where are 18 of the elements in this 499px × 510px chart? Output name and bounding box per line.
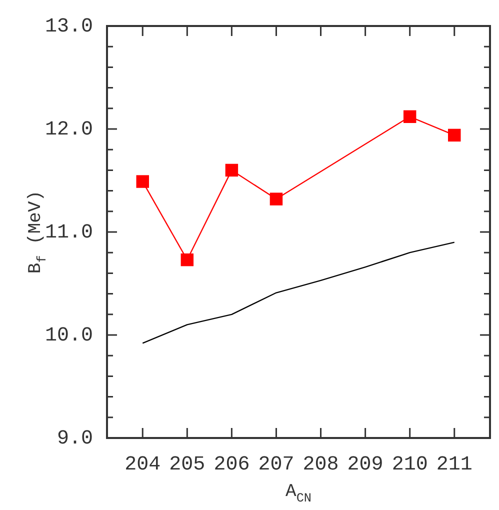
y-tick-label: 9.0 [56, 427, 93, 450]
point [180, 253, 194, 266]
y-tick-label: 12.0 [44, 118, 93, 142]
x-tick-label: 207 [258, 453, 294, 476]
x-tick-label: 204 [124, 453, 161, 476]
y-tick-label: 10.0 [44, 324, 93, 348]
x-tick-label: 209 [347, 453, 384, 476]
x-tick-label: 211 [436, 453, 472, 476]
x-tick-label: 208 [302, 453, 339, 476]
x-tick-label: 210 [392, 453, 428, 476]
point [403, 110, 416, 124]
point [448, 128, 461, 142]
x-tick-label: 206 [214, 453, 250, 476]
point [225, 164, 238, 177]
x-tick-label: 205 [169, 453, 206, 476]
y-tick-label: 13.0 [44, 15, 93, 38]
point [270, 192, 283, 206]
point [136, 175, 149, 188]
